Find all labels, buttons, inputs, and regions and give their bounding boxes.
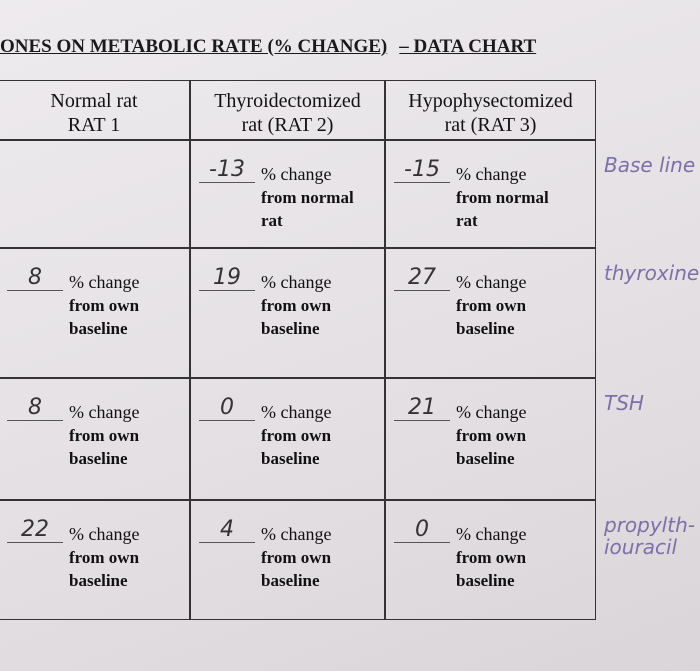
- header-line: rat (RAT 2): [241, 114, 334, 136]
- header-line: Normal rat: [50, 90, 138, 112]
- handwritten-entry: 0: [199, 395, 255, 421]
- handwritten-entry: 21: [394, 395, 450, 421]
- cell-text-line: baseline: [69, 319, 128, 338]
- cell-text-line: from own: [456, 296, 527, 315]
- subtitle: – DATA CHART: [399, 36, 537, 57]
- cell-text-line: % change: [261, 272, 332, 292]
- cell-text-line: from own: [69, 296, 140, 315]
- handwritten-entry: 22: [7, 517, 63, 543]
- cell-text: % change from own baseline: [456, 401, 526, 470]
- cell-text-line: from normal: [456, 188, 549, 207]
- cell-text-line: % change: [69, 272, 140, 292]
- column-header: Thyroidectomized rat (RAT 2): [190, 80, 385, 140]
- cell-text-line: % change: [261, 164, 332, 184]
- table-cell: -15 % change from normal rat: [385, 140, 596, 248]
- handwritten-entry: 4: [199, 517, 255, 543]
- handwritten-entry: 8: [7, 395, 63, 421]
- cell-text-line: baseline: [261, 449, 320, 468]
- handwritten-entry: 0: [394, 517, 450, 543]
- cell-text: % change from own baseline: [261, 271, 331, 340]
- cell-text-line: % change: [456, 524, 527, 544]
- cell-text-line: rat: [456, 211, 478, 230]
- table-cell: 4 % change from own baseline: [190, 500, 385, 620]
- cell-text: % change from own baseline: [456, 271, 526, 340]
- cell-text-line: from own: [261, 296, 332, 315]
- margin-note: thyroxine: [604, 261, 700, 285]
- cell-text-line: rat: [261, 211, 283, 230]
- cell-text-line: % change: [69, 402, 140, 422]
- table-cell: 21 % change from own baseline: [385, 378, 596, 500]
- cell-text-line: from own: [261, 548, 332, 567]
- column-header: Normal rat RAT 1: [0, 80, 190, 140]
- header-line: Hypophysectomized: [408, 90, 573, 112]
- handwritten-entry: 19: [199, 265, 255, 291]
- title-text: ONES ON METABOLIC RATE (% CHANGE): [0, 36, 388, 57]
- cell-text-line: baseline: [456, 319, 515, 338]
- cell-text: % change from own baseline: [261, 523, 331, 592]
- cell-text-line: baseline: [456, 449, 515, 468]
- cell-text-line: baseline: [69, 449, 128, 468]
- handwritten-entry: -13: [199, 157, 255, 183]
- table-cell: 8 % change from own baseline: [0, 248, 190, 378]
- cell-text-line: % change: [261, 524, 332, 544]
- cell-text-line: from own: [456, 426, 527, 445]
- table-cell: 0 % change from own baseline: [190, 378, 385, 500]
- header-line: RAT 1: [67, 114, 121, 136]
- cell-text-line: baseline: [69, 571, 128, 590]
- table-cell: 27 % change from own baseline: [385, 248, 596, 378]
- cell-text: % change from own baseline: [69, 401, 139, 470]
- cell-text-line: % change: [456, 164, 527, 184]
- margin-note: TSH: [604, 391, 644, 415]
- table-cell: -13 % change from normal rat: [190, 140, 385, 248]
- header-line: Thyroidectomized: [214, 90, 361, 112]
- cell-text: % change from normal rat: [456, 163, 549, 232]
- table-cell: [0, 140, 190, 248]
- table-cell: 8 % change from own baseline: [0, 378, 190, 500]
- cell-text: % change from normal rat: [261, 163, 354, 232]
- cell-text: % change from own baseline: [456, 523, 526, 592]
- column-header: Hypophysectomized rat (RAT 3): [385, 80, 596, 140]
- cell-text-line: baseline: [261, 319, 320, 338]
- cell-text: % change from own baseline: [261, 401, 331, 470]
- cell-text-line: from own: [261, 426, 332, 445]
- header-line: rat (RAT 3): [444, 114, 537, 136]
- cell-text-line: from own: [69, 426, 140, 445]
- table-cell: 19 % change from own baseline: [190, 248, 385, 378]
- margin-note: propylth- iouracil: [604, 513, 695, 559]
- cell-text-line: % change: [456, 402, 527, 422]
- table-cell: 22 % change from own baseline: [0, 500, 190, 620]
- title: ONES ON METABOLIC RATE (% CHANGE) – DATA …: [0, 36, 536, 58]
- margin-note: Base line: [604, 153, 696, 177]
- cell-text-line: baseline: [456, 571, 515, 590]
- cell-text-line: % change: [69, 524, 140, 544]
- cell-text-line: baseline: [261, 571, 320, 590]
- handwritten-entry: 27: [394, 265, 450, 291]
- cell-text-line: from own: [456, 548, 527, 567]
- cell-text: % change from own baseline: [69, 271, 139, 340]
- cell-text-line: from normal: [261, 188, 354, 207]
- cell-text-line: % change: [456, 272, 527, 292]
- handwritten-entry: -15: [394, 157, 450, 183]
- cell-text-line: from own: [69, 548, 140, 567]
- cell-text-line: % change: [261, 402, 332, 422]
- table-cell: 0 % change from own baseline: [385, 500, 596, 620]
- handwritten-entry: 8: [7, 265, 63, 291]
- cell-text: % change from own baseline: [69, 523, 139, 592]
